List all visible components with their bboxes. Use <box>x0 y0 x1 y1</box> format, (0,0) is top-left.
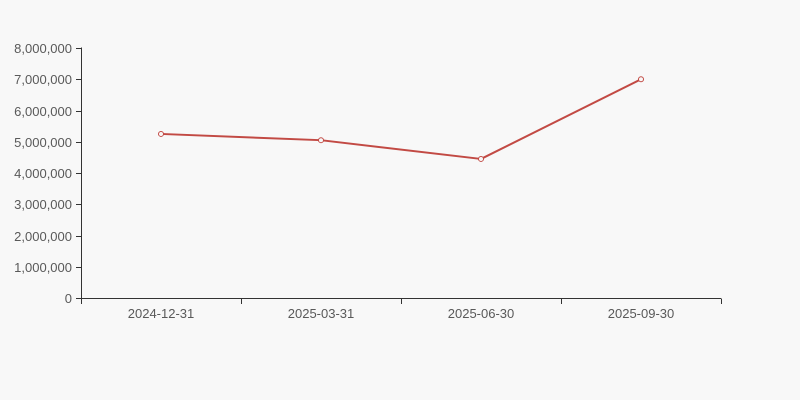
y-tick-label: 0 <box>65 291 72 306</box>
y-tick-label: 8,000,000 <box>14 41 72 56</box>
y-tick-label: 2,000,000 <box>14 229 72 244</box>
x-tick-label: 2025-06-30 <box>448 306 515 321</box>
data-point-marker[interactable] <box>638 76 644 83</box>
x-tick-label: 2024-12-31 <box>128 306 195 321</box>
data-point-marker[interactable] <box>478 155 484 162</box>
x-tick-label: 2025-09-30 <box>608 306 675 321</box>
x-tick-label: 2025-03-31 <box>288 306 355 321</box>
series-line <box>160 78 642 160</box>
y-tick-label: 6,000,000 <box>14 104 72 119</box>
y-tick-label: 1,000,000 <box>14 260 72 275</box>
data-point-marker[interactable] <box>318 137 324 144</box>
y-tick-label: 3,000,000 <box>14 197 72 212</box>
y-tick-label: 7,000,000 <box>14 72 72 87</box>
data-point-marker[interactable] <box>158 130 164 137</box>
y-tick-label: 4,000,000 <box>14 166 72 181</box>
y-tick-label: 5,000,000 <box>14 135 72 150</box>
